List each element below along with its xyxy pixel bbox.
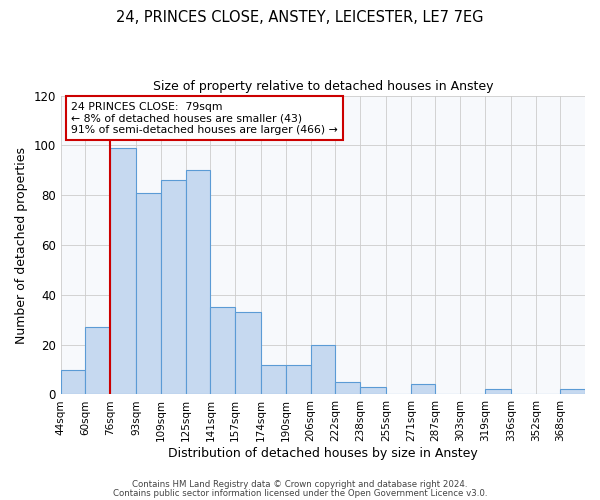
Bar xyxy=(286,364,311,394)
Bar xyxy=(211,308,235,394)
Bar xyxy=(261,364,286,394)
Text: 24 PRINCES CLOSE:  79sqm
← 8% of detached houses are smaller (43)
91% of semi-de: 24 PRINCES CLOSE: 79sqm ← 8% of detached… xyxy=(71,102,338,134)
Bar xyxy=(560,390,585,394)
Bar xyxy=(235,312,261,394)
Title: Size of property relative to detached houses in Anstey: Size of property relative to detached ho… xyxy=(152,80,493,93)
Bar xyxy=(335,382,360,394)
Text: Contains HM Land Registry data © Crown copyright and database right 2024.: Contains HM Land Registry data © Crown c… xyxy=(132,480,468,489)
Text: 24, PRINCES CLOSE, ANSTEY, LEICESTER, LE7 7EG: 24, PRINCES CLOSE, ANSTEY, LEICESTER, LE… xyxy=(116,10,484,25)
Bar xyxy=(161,180,185,394)
Bar xyxy=(85,327,110,394)
X-axis label: Distribution of detached houses by size in Anstey: Distribution of detached houses by size … xyxy=(168,447,478,460)
Bar xyxy=(185,170,211,394)
Bar xyxy=(411,384,436,394)
Bar xyxy=(136,192,161,394)
Text: Contains public sector information licensed under the Open Government Licence v3: Contains public sector information licen… xyxy=(113,488,487,498)
Bar xyxy=(110,148,136,394)
Bar xyxy=(485,390,511,394)
Y-axis label: Number of detached properties: Number of detached properties xyxy=(15,146,28,344)
Bar xyxy=(360,387,386,394)
Bar xyxy=(61,370,85,394)
Bar xyxy=(311,344,335,395)
